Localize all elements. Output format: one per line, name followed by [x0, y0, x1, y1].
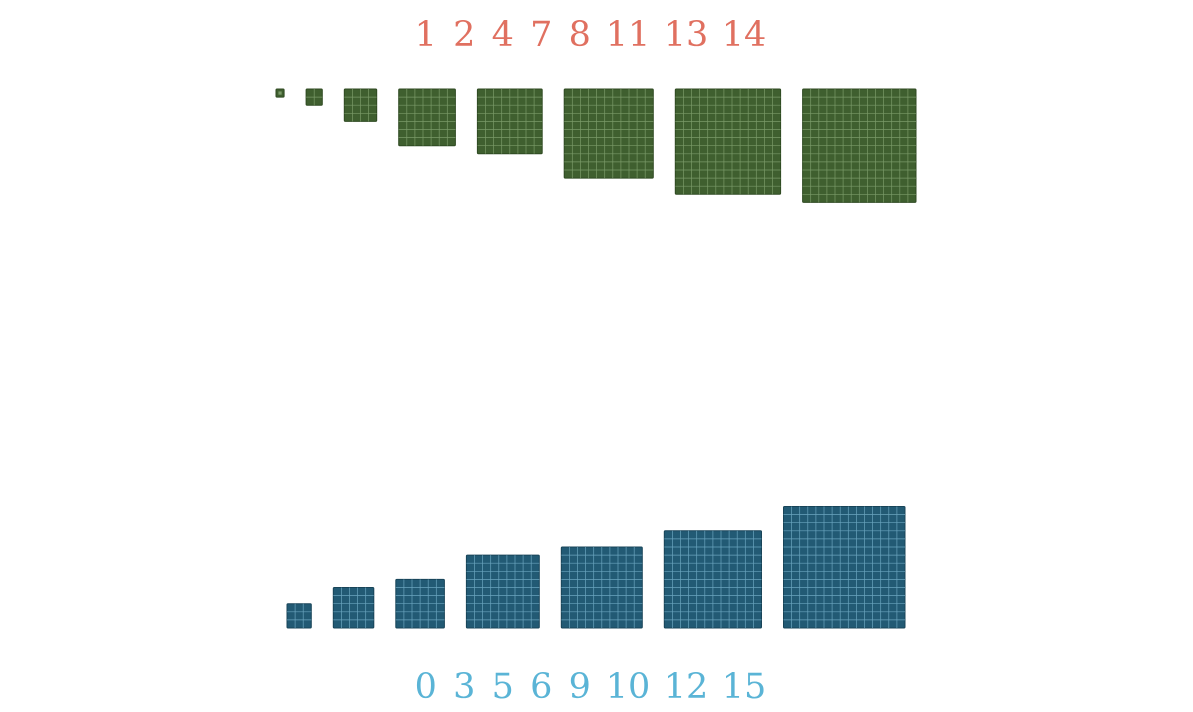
top-square-2 [305, 88, 323, 106]
bottom-number-6: 6 [530, 667, 552, 707]
bottom-square-6 [395, 578, 445, 629]
bottom-square-3 [286, 603, 312, 629]
top-number-row: 1 2 4 7 8 11 13 14 [415, 15, 767, 55]
top-square-7 [398, 88, 456, 147]
bottom-number-3: 3 [453, 667, 475, 707]
top-number-14: 14 [722, 15, 767, 55]
bottom-square-9 [465, 554, 540, 629]
bottom-square-12 [663, 530, 762, 629]
bottom-number-15: 15 [722, 667, 767, 707]
top-number-8: 8 [569, 15, 591, 55]
bottom-number-5: 5 [492, 667, 514, 707]
bottom-number-9: 9 [569, 667, 591, 707]
top-number-7: 7 [530, 15, 552, 55]
top-number-1: 1 [415, 15, 437, 55]
bottom-square-15 [783, 506, 906, 629]
top-square-1 [275, 88, 285, 98]
bottom-square-5 [332, 587, 375, 629]
bottom-number-row: 0 3 5 6 9 10 12 15 [415, 667, 767, 707]
bottom-square-10 [560, 546, 643, 629]
top-number-2: 2 [453, 15, 475, 55]
bottom-number-12: 12 [664, 667, 709, 707]
top-square-14 [802, 88, 917, 203]
top-square-8 [476, 88, 543, 155]
top-number-13: 13 [664, 15, 709, 55]
top-number-4: 4 [492, 15, 514, 55]
bottom-number-0: 0 [415, 667, 437, 707]
top-square-13 [674, 88, 782, 195]
top-square-row [275, 88, 917, 203]
top-square-4 [343, 88, 378, 122]
top-square-11 [563, 88, 654, 179]
top-number-11: 11 [606, 15, 651, 55]
bottom-square-row [286, 506, 906, 629]
bottom-number-10: 10 [606, 667, 651, 707]
